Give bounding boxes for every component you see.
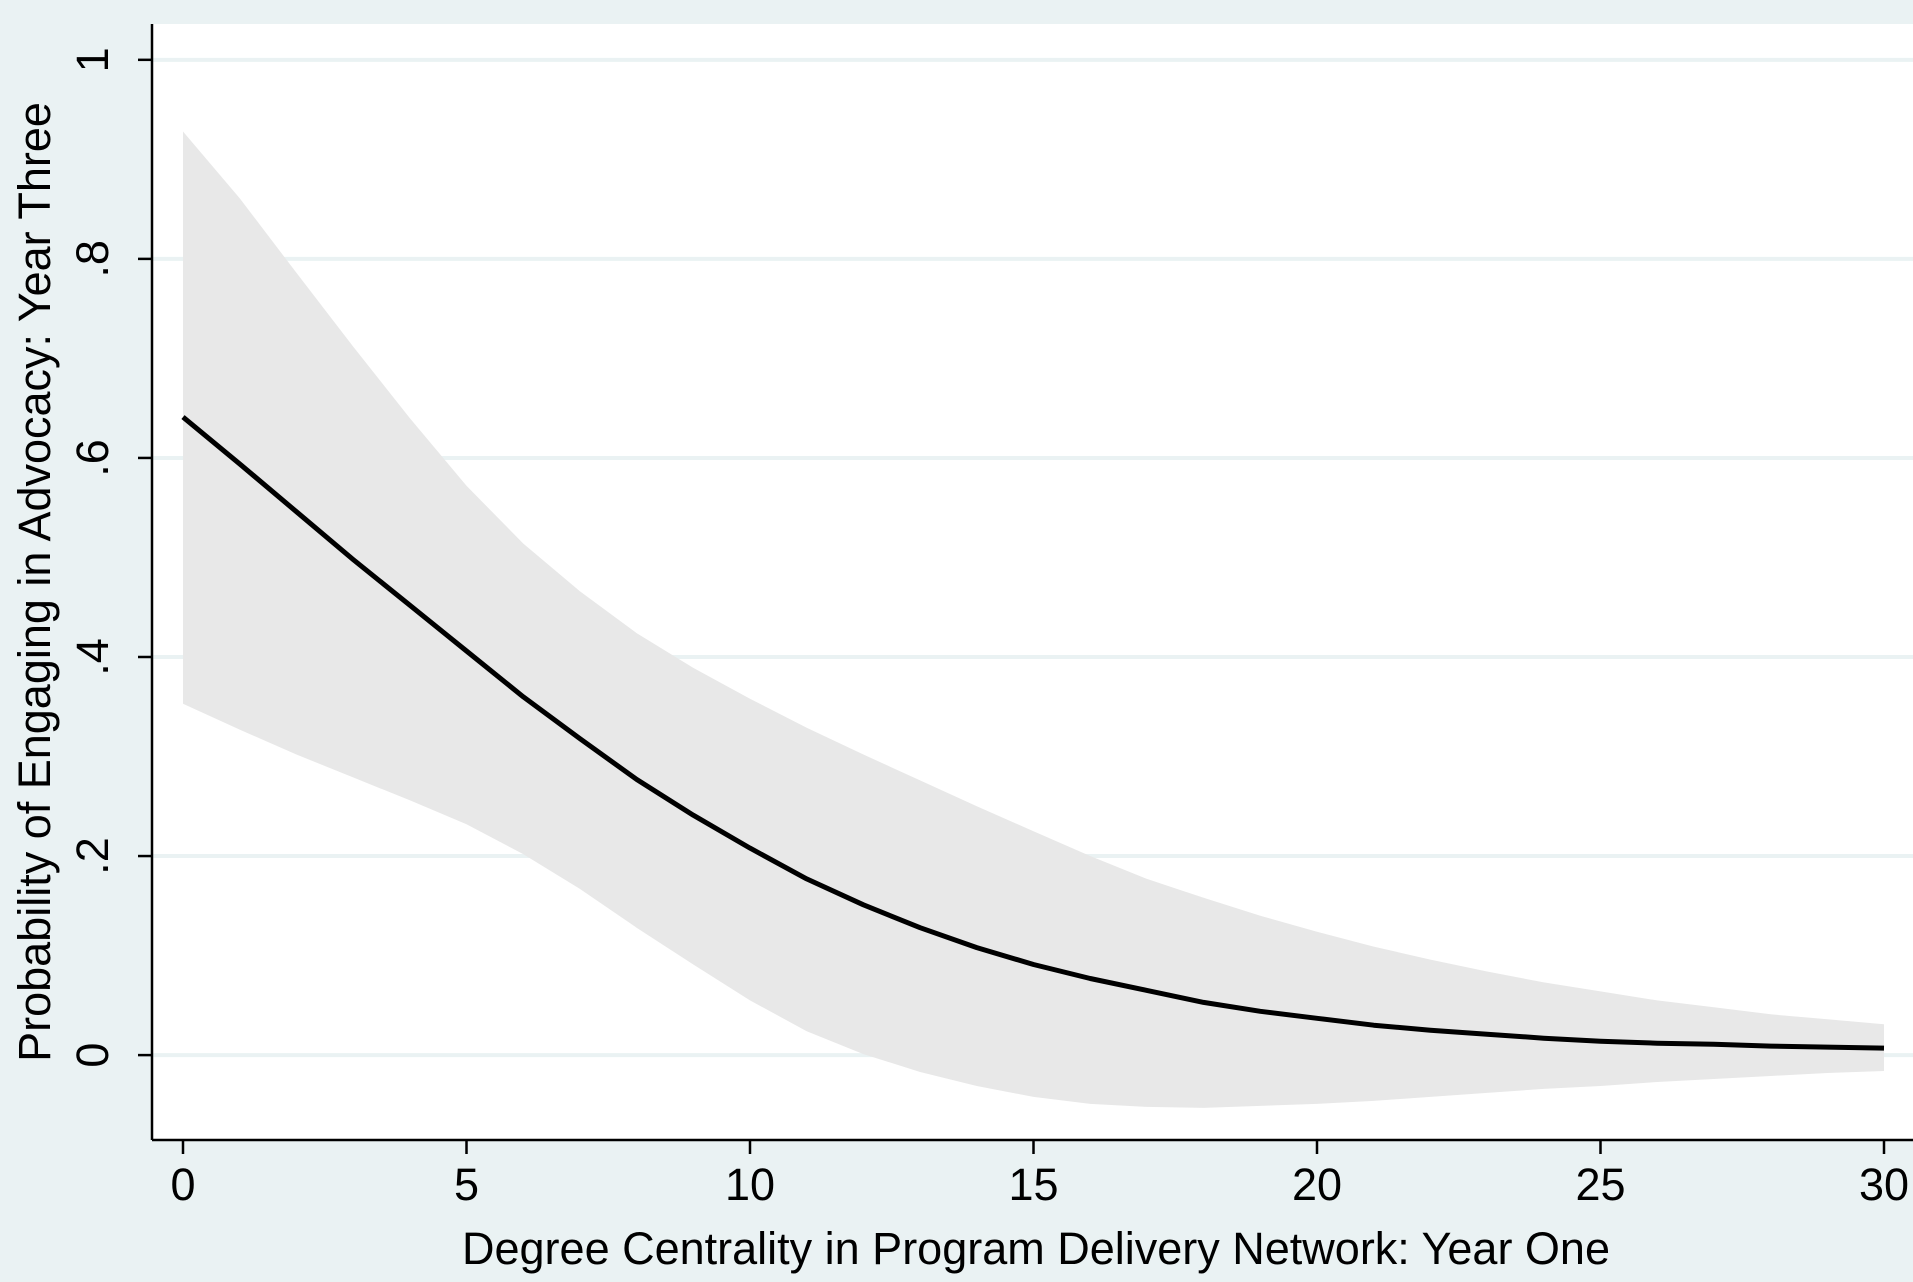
y-tick-label: .6 (67, 439, 118, 477)
y-axis-ticks: 0 .2 .4 .6 .8 1 (67, 47, 152, 1068)
y-axis-title: Probability of Engaging in Advocacy: Yea… (9, 102, 60, 1062)
confidence-band (183, 131, 1884, 1108)
y-tick-label: .2 (67, 837, 118, 875)
x-tick-label: 10 (725, 1159, 775, 1210)
x-axis-ticks: 0 5 10 15 20 25 30 (170, 1140, 1909, 1210)
x-tick-label: 30 (1859, 1159, 1909, 1210)
y-tick-label: 1 (67, 47, 118, 72)
x-tick-label: 5 (454, 1159, 479, 1210)
x-tick-label: 15 (1008, 1159, 1058, 1210)
y-tick-label: .4 (67, 638, 118, 676)
series-line (181, 415, 1885, 1051)
x-tick-label: 20 (1292, 1159, 1342, 1210)
y-tick-label: .8 (67, 240, 118, 278)
x-axis-title: Degree Centrality in Program Delivery Ne… (462, 1223, 1610, 1274)
y-tick-label: 0 (67, 1043, 118, 1068)
x-tick-label: 25 (1575, 1159, 1625, 1210)
x-tick-label: 0 (170, 1159, 195, 1210)
